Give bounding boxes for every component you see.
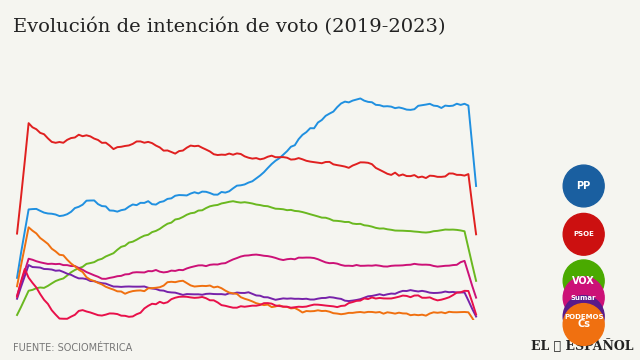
Text: Sumar: Sumar bbox=[571, 294, 596, 301]
Text: EL Ⓞ ESPAÑOL: EL Ⓞ ESPAÑOL bbox=[531, 339, 634, 353]
Text: FUENTE: SOCIOMÉTRICA: FUENTE: SOCIOMÉTRICA bbox=[13, 343, 132, 353]
Text: Evolución de intención de voto (2019-2023): Evolución de intención de voto (2019-202… bbox=[13, 18, 445, 36]
Text: Cs: Cs bbox=[577, 319, 590, 329]
Text: VOX: VOX bbox=[572, 276, 595, 286]
Text: PODEMOS: PODEMOS bbox=[564, 314, 604, 320]
Text: PSOE: PSOE bbox=[573, 231, 594, 237]
Text: PP: PP bbox=[577, 181, 591, 191]
